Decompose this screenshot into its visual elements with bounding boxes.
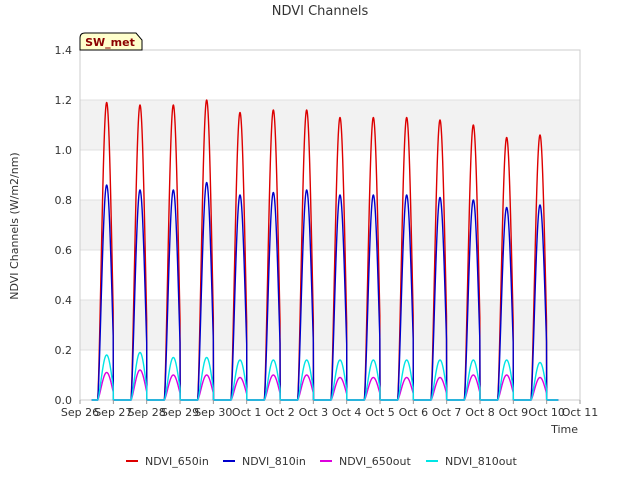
x-tick-label: Oct 9 (499, 406, 529, 419)
y-axis-label: NDVI Channels (W/m2/nm) (8, 152, 21, 299)
background-bands (80, 49, 580, 401)
y-tick-label: 0.8 (55, 194, 73, 207)
y-tick-label: 1.4 (55, 44, 73, 57)
x-tick-label: Oct 8 (465, 406, 495, 419)
sw-met-badge: SW_met (79, 32, 143, 51)
badge-label: SW_met (85, 36, 135, 49)
legend-label-NDVI_650out: NDVI_650out (339, 455, 411, 468)
y-tick-label: 1.0 (55, 144, 73, 157)
y-tick-label: 1.2 (55, 94, 73, 107)
legend-label-NDVI_650in: NDVI_650in (145, 455, 209, 468)
band-6 (80, 50, 580, 100)
y-tick-label: 0.4 (55, 294, 73, 307)
y-tick-label: 0.2 (55, 344, 73, 357)
band-0 (80, 350, 580, 400)
chart-title: NDVI Channels (272, 4, 369, 19)
band-2 (80, 250, 580, 300)
band-4 (80, 150, 580, 200)
legend-label-NDVI_810in: NDVI_810in (242, 455, 306, 468)
x-tick-label: Sep 28 (128, 406, 166, 419)
x-tick-label: Oct 1 (232, 406, 262, 419)
x-tick-label: Sep 30 (194, 406, 232, 419)
x-tick-label: Oct 2 (265, 406, 295, 419)
x-tick-label: Oct 10 (528, 406, 565, 419)
legend: NDVI_650in NDVI_810in NDVI_650out NDVI_810o… (126, 455, 517, 468)
y-tick-label: 0.6 (55, 244, 73, 257)
x-tick-label: Oct 7 (432, 406, 462, 419)
x-tick-label: Oct 5 (365, 406, 395, 419)
legend-label-NDVI_810out: NDVI_810out (445, 455, 517, 468)
x-tick-label: Oct 3 (299, 406, 329, 419)
x-tick-label: Sep 29 (161, 406, 199, 419)
x-tick-label: Oct 11 (562, 406, 599, 419)
x-tick-label: Oct 4 (332, 406, 362, 419)
band-3 (80, 200, 580, 250)
badge-box (79, 32, 143, 51)
x-tick-label: Oct 6 (399, 406, 429, 419)
series-line-NDVI_810out (91, 351, 559, 401)
x-axis-label: Time (550, 423, 578, 436)
x-tick-label: Sep 26 (61, 406, 99, 419)
band-1 (80, 300, 580, 350)
y-ticks: 0.0 0.2 0.4 0.6 0.8 1.0 1.2 1.4 (55, 44, 73, 407)
band-5 (80, 100, 580, 150)
x-tick-label: Sep 27 (94, 406, 132, 419)
y-tick-label: 0.0 (55, 394, 73, 407)
series-layer (91, 99, 559, 401)
